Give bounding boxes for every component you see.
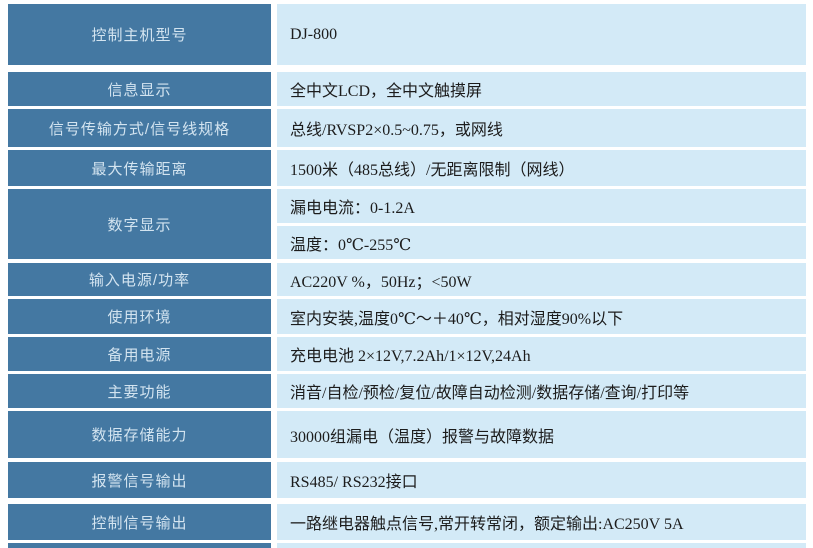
row-label: 输入电源/功率	[8, 263, 271, 296]
row-label: 信号传输方式/信号线规格	[8, 109, 271, 147]
row-value: 总线/RVSP2×0.5~0.75，或网线	[277, 109, 806, 147]
row-value: 一路继电器触点信号,常开转常闭，额定输出:AC250V 5A	[277, 504, 806, 540]
row-value: 消音/自检/预检/复位/故障自动检测/数据存储/查询/打印等	[277, 374, 806, 408]
row-label: 控制信号输出	[8, 504, 271, 540]
row-value: 漏电电流：0-1.2A	[277, 189, 806, 223]
table-row: 主要功能 消音/自检/预检/复位/故障自动检测/数据存储/查询/打印等	[8, 374, 806, 408]
table-row: 报警信号输出 RS485/ RS232接口	[8, 462, 806, 498]
row-value: 温度：0℃-255℃	[277, 226, 806, 259]
row-value: 室内安装,温度0℃～＋40℃，相对湿度90%以下	[277, 299, 806, 334]
row-value: 全中文LCD，全中文触摸屏	[277, 72, 806, 106]
row-label	[8, 543, 271, 548]
row-value: RS485/ RS232接口	[277, 462, 806, 498]
table-row: 信息显示 全中文LCD，全中文触摸屏	[8, 72, 806, 106]
row-value: 30000组漏电（温度）报警与故障数据	[277, 411, 806, 458]
row-value-group: 漏电电流：0-1.2A 温度：0℃-255℃	[277, 189, 806, 259]
table-row: 控制主机型号 DJ-800	[8, 4, 806, 65]
row-value: 1500米（485总线）/无距离限制（网线）	[277, 150, 806, 186]
table-row: 最大传输距离 1500米（485总线）/无距离限制（网线）	[8, 150, 806, 186]
table-row: 使用环境 室内安装,温度0℃～＋40℃，相对湿度90%以下	[8, 299, 806, 334]
table-row: 数据存储能力 30000组漏电（温度）报警与故障数据	[8, 411, 806, 458]
row-value: 充电电池 2×12V,7.2Ah/1×12V,24Ah	[277, 337, 806, 371]
row-label: 备用电源	[8, 337, 271, 371]
row-label: 数字显示	[8, 189, 271, 259]
table-row: 信号传输方式/信号线规格 总线/RVSP2×0.5~0.75，或网线	[8, 109, 806, 147]
row-label: 数据存储能力	[8, 411, 271, 458]
table-row: 控制信号输出 一路继电器触点信号,常开转常闭，额定输出:AC250V 5A	[8, 504, 806, 540]
row-label: 报警信号输出	[8, 462, 271, 498]
table-row: 备用电源 充电电池 2×12V,7.2Ah/1×12V,24Ah	[8, 337, 806, 371]
row-label: 最大传输距离	[8, 150, 271, 186]
table-row: 数字显示 漏电电流：0-1.2A 温度：0℃-255℃	[8, 189, 806, 259]
spec-table: 控制主机型号 DJ-800 信息显示 全中文LCD，全中文触摸屏 信号传输方式/…	[8, 4, 806, 548]
table-row: 输入电源/功率 AC220V %，50Hz；<50W	[8, 263, 806, 296]
row-label: 使用环境	[8, 299, 271, 334]
row-value: AC220V %，50Hz；<50W	[277, 263, 806, 296]
row-label: 信息显示	[8, 72, 271, 106]
row-label: 控制主机型号	[8, 4, 271, 65]
row-value: DJ-800	[277, 4, 806, 65]
row-label: 主要功能	[8, 374, 271, 408]
table-row-cutoff	[8, 543, 806, 548]
row-value	[277, 543, 806, 548]
